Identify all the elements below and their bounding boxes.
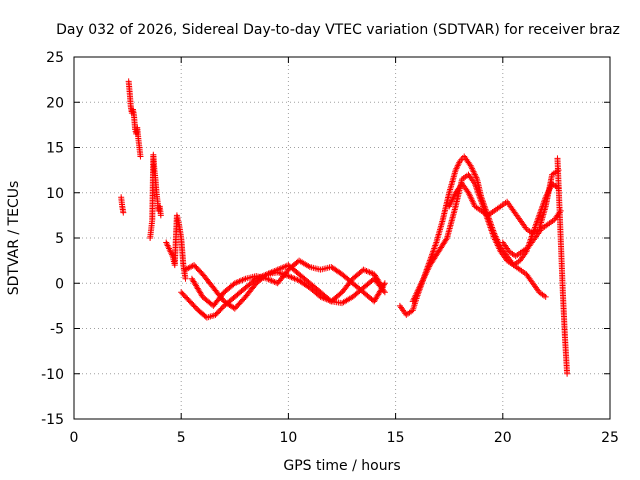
series-arc-10 — [446, 167, 562, 237]
x-tick-label: 10 — [279, 430, 297, 446]
y-axis-label: SDTVAR / TECUs — [6, 181, 22, 296]
y-tick-label: 10 — [46, 186, 64, 202]
y-tick-label: 0 — [55, 276, 64, 292]
data-point — [137, 153, 144, 160]
grid-lines — [74, 57, 610, 419]
x-tick-label: 20 — [494, 430, 512, 446]
data-point — [443, 236, 450, 243]
data-point — [157, 212, 164, 219]
data-point — [564, 370, 571, 377]
x-axis-label: GPS time / hours — [283, 458, 400, 474]
y-tick-label: -5 — [50, 322, 64, 338]
data-point — [120, 209, 127, 216]
x-tick-label: 15 — [387, 430, 405, 446]
series-arc-3 — [147, 151, 164, 241]
data-points — [118, 78, 571, 377]
data-point — [381, 281, 388, 288]
series-arc-1 — [118, 194, 127, 216]
series-arc-2 — [125, 78, 144, 160]
x-tick-label: 0 — [70, 430, 79, 446]
x-tick-label: 25 — [601, 430, 619, 446]
y-tick-label: -10 — [41, 367, 64, 383]
data-point — [381, 280, 388, 287]
y-tick-label: 5 — [55, 231, 64, 247]
axis-ticks: 0 5 10 15 20 25 -15 -10 -5 0 5 10 15 20 25 — [41, 50, 619, 446]
data-point — [381, 289, 388, 296]
series-arc-7 — [188, 257, 388, 309]
x-tick-label: 5 — [177, 430, 186, 446]
data-point — [542, 293, 549, 300]
y-tick-label: 15 — [46, 141, 64, 157]
series-arc-4 — [163, 212, 189, 282]
data-point — [189, 262, 196, 269]
series-arc-12 — [554, 155, 571, 377]
data-point — [182, 275, 189, 282]
series-arc-5 — [178, 262, 388, 321]
y-tick-label: -15 — [41, 412, 64, 428]
y-tick-label: 20 — [46, 95, 64, 111]
chart-title: Day 032 of 2026, Sidereal Day-to-day VTE… — [56, 22, 620, 38]
y-tick-label: 25 — [46, 50, 64, 66]
